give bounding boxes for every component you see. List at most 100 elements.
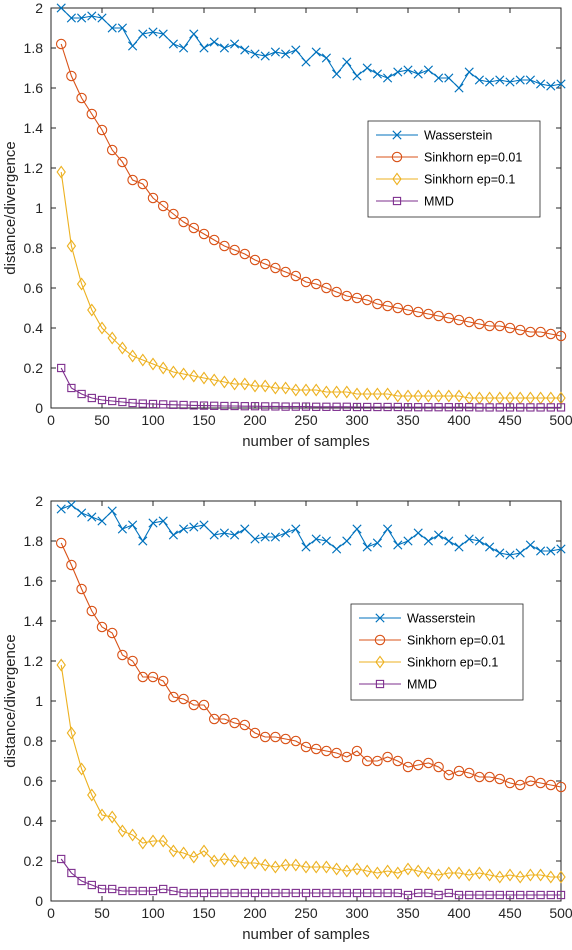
data-point (260, 51, 270, 61)
data-point (514, 779, 526, 791)
data-point (147, 671, 159, 683)
data-point (291, 45, 301, 55)
data-point (526, 890, 535, 900)
data-point (556, 890, 566, 900)
data-point (403, 65, 413, 75)
x-tick-label: 250 (294, 905, 318, 921)
data-point (106, 144, 118, 156)
data-point (250, 379, 260, 393)
y-tick-label: 1.4 (24, 120, 44, 136)
data-point (413, 389, 423, 403)
data-point (423, 866, 434, 880)
data-point (229, 717, 240, 729)
data-point (199, 888, 209, 898)
data-point (220, 888, 229, 898)
data-point (66, 500, 76, 510)
data-point (423, 308, 434, 320)
data-point (515, 548, 525, 558)
data-point (66, 13, 76, 23)
data-point (495, 75, 505, 85)
data-point (157, 200, 169, 212)
data-point (128, 520, 138, 530)
data-point (310, 743, 322, 755)
data-point (179, 888, 188, 898)
legend-label: Sinkhorn ep=0.1 (424, 173, 515, 187)
data-point (412, 306, 424, 318)
data-point (352, 71, 362, 81)
x-tick-label: 350 (396, 412, 420, 428)
data-point (137, 178, 149, 190)
data-point (108, 396, 117, 406)
data-point (474, 536, 484, 546)
data-point (464, 67, 474, 77)
data-point (546, 546, 556, 556)
data-point (117, 23, 127, 33)
data-point (454, 890, 464, 900)
data-point (545, 328, 557, 340)
data-point (250, 49, 260, 59)
data-point (76, 762, 87, 776)
data-point (117, 156, 128, 168)
data-point (505, 868, 515, 882)
data-point (208, 713, 220, 725)
data-point (96, 124, 108, 136)
data-point (198, 228, 210, 240)
data-point (57, 854, 66, 864)
data-point (179, 400, 188, 410)
data-point (516, 890, 525, 900)
data-point (148, 886, 158, 896)
data-point (220, 401, 229, 411)
data-point (495, 870, 505, 884)
data-point (300, 276, 312, 288)
data-point (321, 745, 332, 757)
data-point (169, 400, 178, 409)
data-point (158, 361, 168, 375)
data-point (291, 858, 301, 872)
data-point (454, 389, 464, 403)
data-point (117, 341, 128, 355)
x-tick-label: 100 (141, 412, 165, 428)
data-point (475, 403, 484, 412)
data-point (128, 398, 137, 408)
x-tick-label: 500 (549, 905, 572, 921)
data-point (179, 43, 189, 53)
data-point (433, 868, 444, 882)
data-point (342, 385, 352, 399)
data-point (229, 854, 240, 868)
data-point (260, 858, 270, 872)
data-point (261, 888, 270, 898)
data-point (485, 890, 494, 900)
data-point (261, 402, 270, 411)
data-point (484, 320, 495, 332)
data-point (270, 860, 281, 874)
data-point (372, 866, 383, 880)
data-point (424, 403, 433, 412)
y-tick-label: 1.4 (24, 613, 44, 629)
data-point (373, 402, 382, 412)
data-point (230, 401, 239, 411)
data-point (199, 371, 209, 385)
x-tick-label: 200 (243, 905, 267, 921)
y-tick-label: 1.8 (24, 533, 44, 549)
data-point (57, 363, 66, 373)
data-point (138, 886, 147, 896)
legend-marker (375, 613, 385, 623)
x-tick-label: 300 (345, 412, 369, 428)
data-point (301, 542, 311, 552)
legend-label: Sinkhorn ep=0.01 (424, 151, 522, 165)
data-point (168, 208, 179, 220)
data-point (219, 43, 229, 53)
data-point (310, 278, 322, 290)
data-point (188, 699, 200, 711)
data-point (525, 868, 536, 882)
data-point (249, 254, 261, 266)
data-point (464, 534, 474, 544)
data-point (556, 79, 566, 89)
data-point (127, 828, 138, 842)
data-point (546, 403, 555, 412)
data-point (362, 63, 372, 73)
y-tick-label: 1.2 (24, 653, 44, 669)
y-tick-label: 0.4 (24, 320, 44, 336)
data-point (128, 886, 137, 896)
data-point (331, 862, 342, 876)
